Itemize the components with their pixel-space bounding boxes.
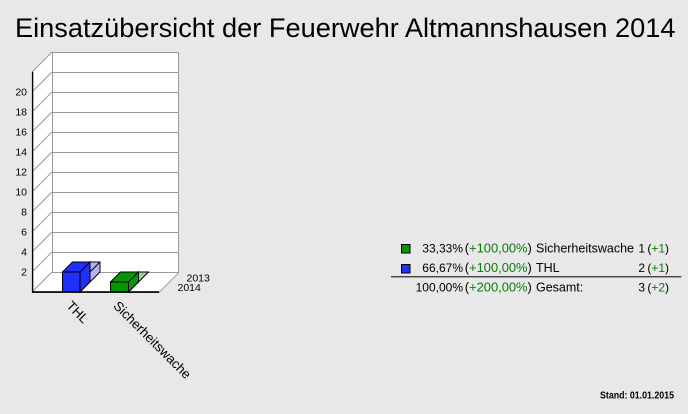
svg-text:2014: 2014 [178,282,202,294]
svg-text:14: 14 [15,147,27,159]
svg-text:12: 12 [15,167,27,179]
svg-text:20: 20 [15,87,27,99]
svg-text:(+100,00%): (+100,00%) [465,240,532,255]
svg-text:(+1): (+1) [647,261,669,275]
svg-text:33,33%: 33,33% [422,241,463,255]
svg-text:1: 1 [638,241,645,255]
svg-text:(+100,00%): (+100,00%) [465,260,532,275]
svg-text:2: 2 [21,267,27,279]
svg-text:66,67%: 66,67% [422,261,463,275]
svg-text:18: 18 [15,107,27,119]
svg-text:(+2): (+2) [647,281,669,295]
svg-text:10: 10 [15,187,27,199]
svg-text:(+1): (+1) [647,241,669,255]
svg-text:THL: THL [536,261,560,275]
svg-text:3: 3 [638,281,645,295]
svg-text:6: 6 [21,227,27,239]
svg-text:100,00%: 100,00% [416,281,464,295]
svg-text:8: 8 [21,207,27,219]
svg-text:(+200,00%): (+200,00%) [465,280,532,295]
svg-text:4: 4 [21,247,27,259]
svg-text:Einsatzübersicht der Feuerwehr: Einsatzübersicht der Feuerwehr Altmannsh… [15,12,675,43]
svg-text:Sicherheitswache: Sicherheitswache [536,241,634,255]
svg-text:Stand: 01.01.2015: Stand: 01.01.2015 [600,390,674,402]
svg-text:16: 16 [15,127,27,139]
svg-text:2: 2 [638,261,645,275]
svg-text:2013: 2013 [187,272,211,284]
svg-text:Gesamt:: Gesamt: [536,281,583,295]
